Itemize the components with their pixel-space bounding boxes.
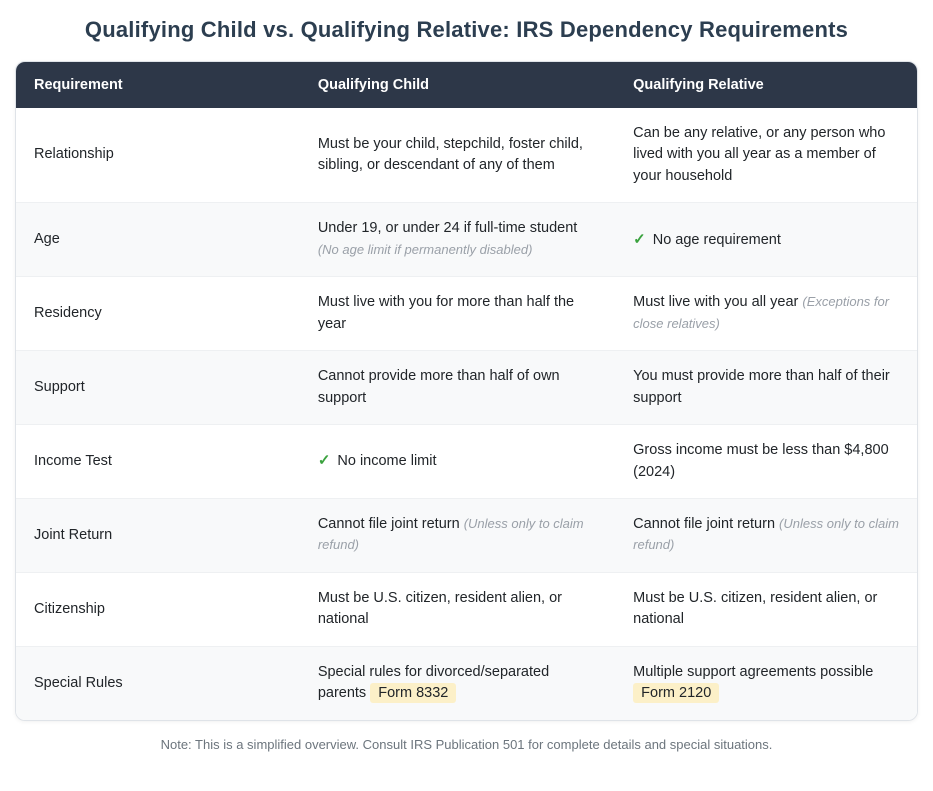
cell-text: Multiple support agreements possible bbox=[633, 663, 874, 680]
table-body: Relationship Must be your child, stepchi… bbox=[16, 108, 917, 720]
column-header-requirement: Requirement bbox=[16, 62, 300, 108]
requirement-cell: Support bbox=[16, 350, 300, 425]
child-cell: Special rules for divorced/separated par… bbox=[299, 645, 616, 720]
form-badge: Form 8332 bbox=[370, 683, 457, 704]
cell-text: Cannot provide more than half of own sup… bbox=[317, 368, 560, 406]
requirement-cell: Special Rules bbox=[16, 645, 300, 720]
footnote: Note: This is a simplified overview. Con… bbox=[160, 736, 773, 752]
table-row: Residency Must live with you for more th… bbox=[16, 276, 917, 351]
requirement-cell: Income Test bbox=[16, 424, 300, 499]
cell-text: Gross income must be less than $4,800 (2… bbox=[633, 442, 889, 480]
cell-text: No income limit bbox=[337, 453, 437, 470]
requirement-cell: Relationship bbox=[16, 108, 300, 203]
cell-text: Under 19, or under 24 if full-time stude… bbox=[317, 220, 578, 237]
cell-text: You must provide more than half of their… bbox=[633, 368, 890, 406]
child-cell: Cannot file joint return (Unless only to… bbox=[299, 497, 616, 573]
cell-text: Cannot file joint return bbox=[317, 515, 460, 532]
header-row: Requirement Qualifying Child Qualifying … bbox=[16, 62, 917, 108]
child-cell: Must live with you for more than half th… bbox=[299, 276, 616, 351]
cell-note: (No age limit if permanently disabled) bbox=[317, 241, 533, 257]
cell-text: Must live with you for more than half th… bbox=[317, 294, 575, 332]
table-row: Income Test ✓ No income limit Gross incom… bbox=[16, 424, 917, 499]
table-row: Joint Return Cannot file joint return (U… bbox=[16, 497, 917, 573]
form-badge: Form 2120 bbox=[633, 683, 720, 704]
requirement-cell: Age bbox=[16, 202, 300, 277]
cell-note: (Exceptions for close relatives) bbox=[633, 294, 890, 331]
table-row: Age Under 19, or under 24 if full-time s… bbox=[16, 202, 917, 277]
check-icon: ✓ bbox=[317, 452, 331, 470]
requirement-cell: Citizenship bbox=[16, 571, 300, 647]
relative-cell: Multiple support agreements possible For… bbox=[615, 645, 917, 720]
column-header-qualifying-relative: Qualifying Relative bbox=[615, 62, 917, 108]
table-row: Support Cannot provide more than half of… bbox=[16, 350, 917, 425]
requirement-cell: Joint Return bbox=[16, 497, 300, 573]
cell-text: No age requirement bbox=[652, 231, 781, 248]
cell-text: Can be any relative, or any person who l… bbox=[633, 125, 886, 184]
relative-cell: Can be any relative, or any person who l… bbox=[615, 108, 917, 203]
column-header-qualifying-child: Qualifying Child bbox=[299, 62, 616, 108]
page-title: Qualifying Child vs. Qualifying Relative… bbox=[84, 17, 849, 42]
check-icon: ✓ bbox=[633, 230, 646, 248]
child-cell: Under 19, or under 24 if full-time stude… bbox=[299, 202, 616, 277]
relative-cell: You must provide more than half of their… bbox=[615, 350, 917, 425]
relative-cell: ✓ No age requirement bbox=[615, 202, 917, 277]
cell-text: Special rules for divorced/separated par… bbox=[317, 663, 550, 702]
requirement-cell: Residency bbox=[16, 276, 300, 351]
table-row: Relationship Must be your child, stepchi… bbox=[16, 108, 917, 203]
comparison-table-container: Requirement Qualifying Child Qualifying … bbox=[15, 61, 918, 721]
table-header: Requirement Qualifying Child Qualifying … bbox=[16, 62, 917, 108]
child-cell: Cannot provide more than half of own sup… bbox=[299, 350, 616, 425]
cell-text: Must be U.S. citizen, resident alien, or… bbox=[317, 589, 563, 628]
table-row: Special Rules Special rules for divorced… bbox=[16, 645, 917, 720]
child-cell: Must be U.S. citizen, resident alien, or… bbox=[299, 571, 616, 647]
cell-note: (Unless only to claim refund) bbox=[317, 515, 584, 553]
table-row: Citizenship Must be U.S. citizen, reside… bbox=[16, 571, 917, 647]
cell-text: Must be U.S. citizen, resident alien, or… bbox=[633, 589, 878, 628]
relative-cell: Must be U.S. citizen, resident alien, or… bbox=[615, 571, 917, 647]
cell-note: (Unless only to claim refund) bbox=[633, 515, 899, 553]
cell-text: Must be your child, stepchild, foster ch… bbox=[317, 135, 583, 174]
comparison-table: Requirement Qualifying Child Qualifying … bbox=[16, 62, 917, 720]
cell-text: Cannot file joint return bbox=[633, 515, 776, 532]
child-cell: Must be your child, stepchild, foster ch… bbox=[299, 108, 616, 203]
relative-cell: Cannot file joint return (Unless only to… bbox=[615, 497, 917, 573]
relative-cell: Must live with you all year (Exceptions … bbox=[615, 276, 917, 351]
relative-cell: Gross income must be less than $4,800 (2… bbox=[615, 424, 917, 499]
child-cell: ✓ No income limit bbox=[299, 424, 616, 499]
cell-text: Must live with you all year bbox=[633, 294, 799, 311]
